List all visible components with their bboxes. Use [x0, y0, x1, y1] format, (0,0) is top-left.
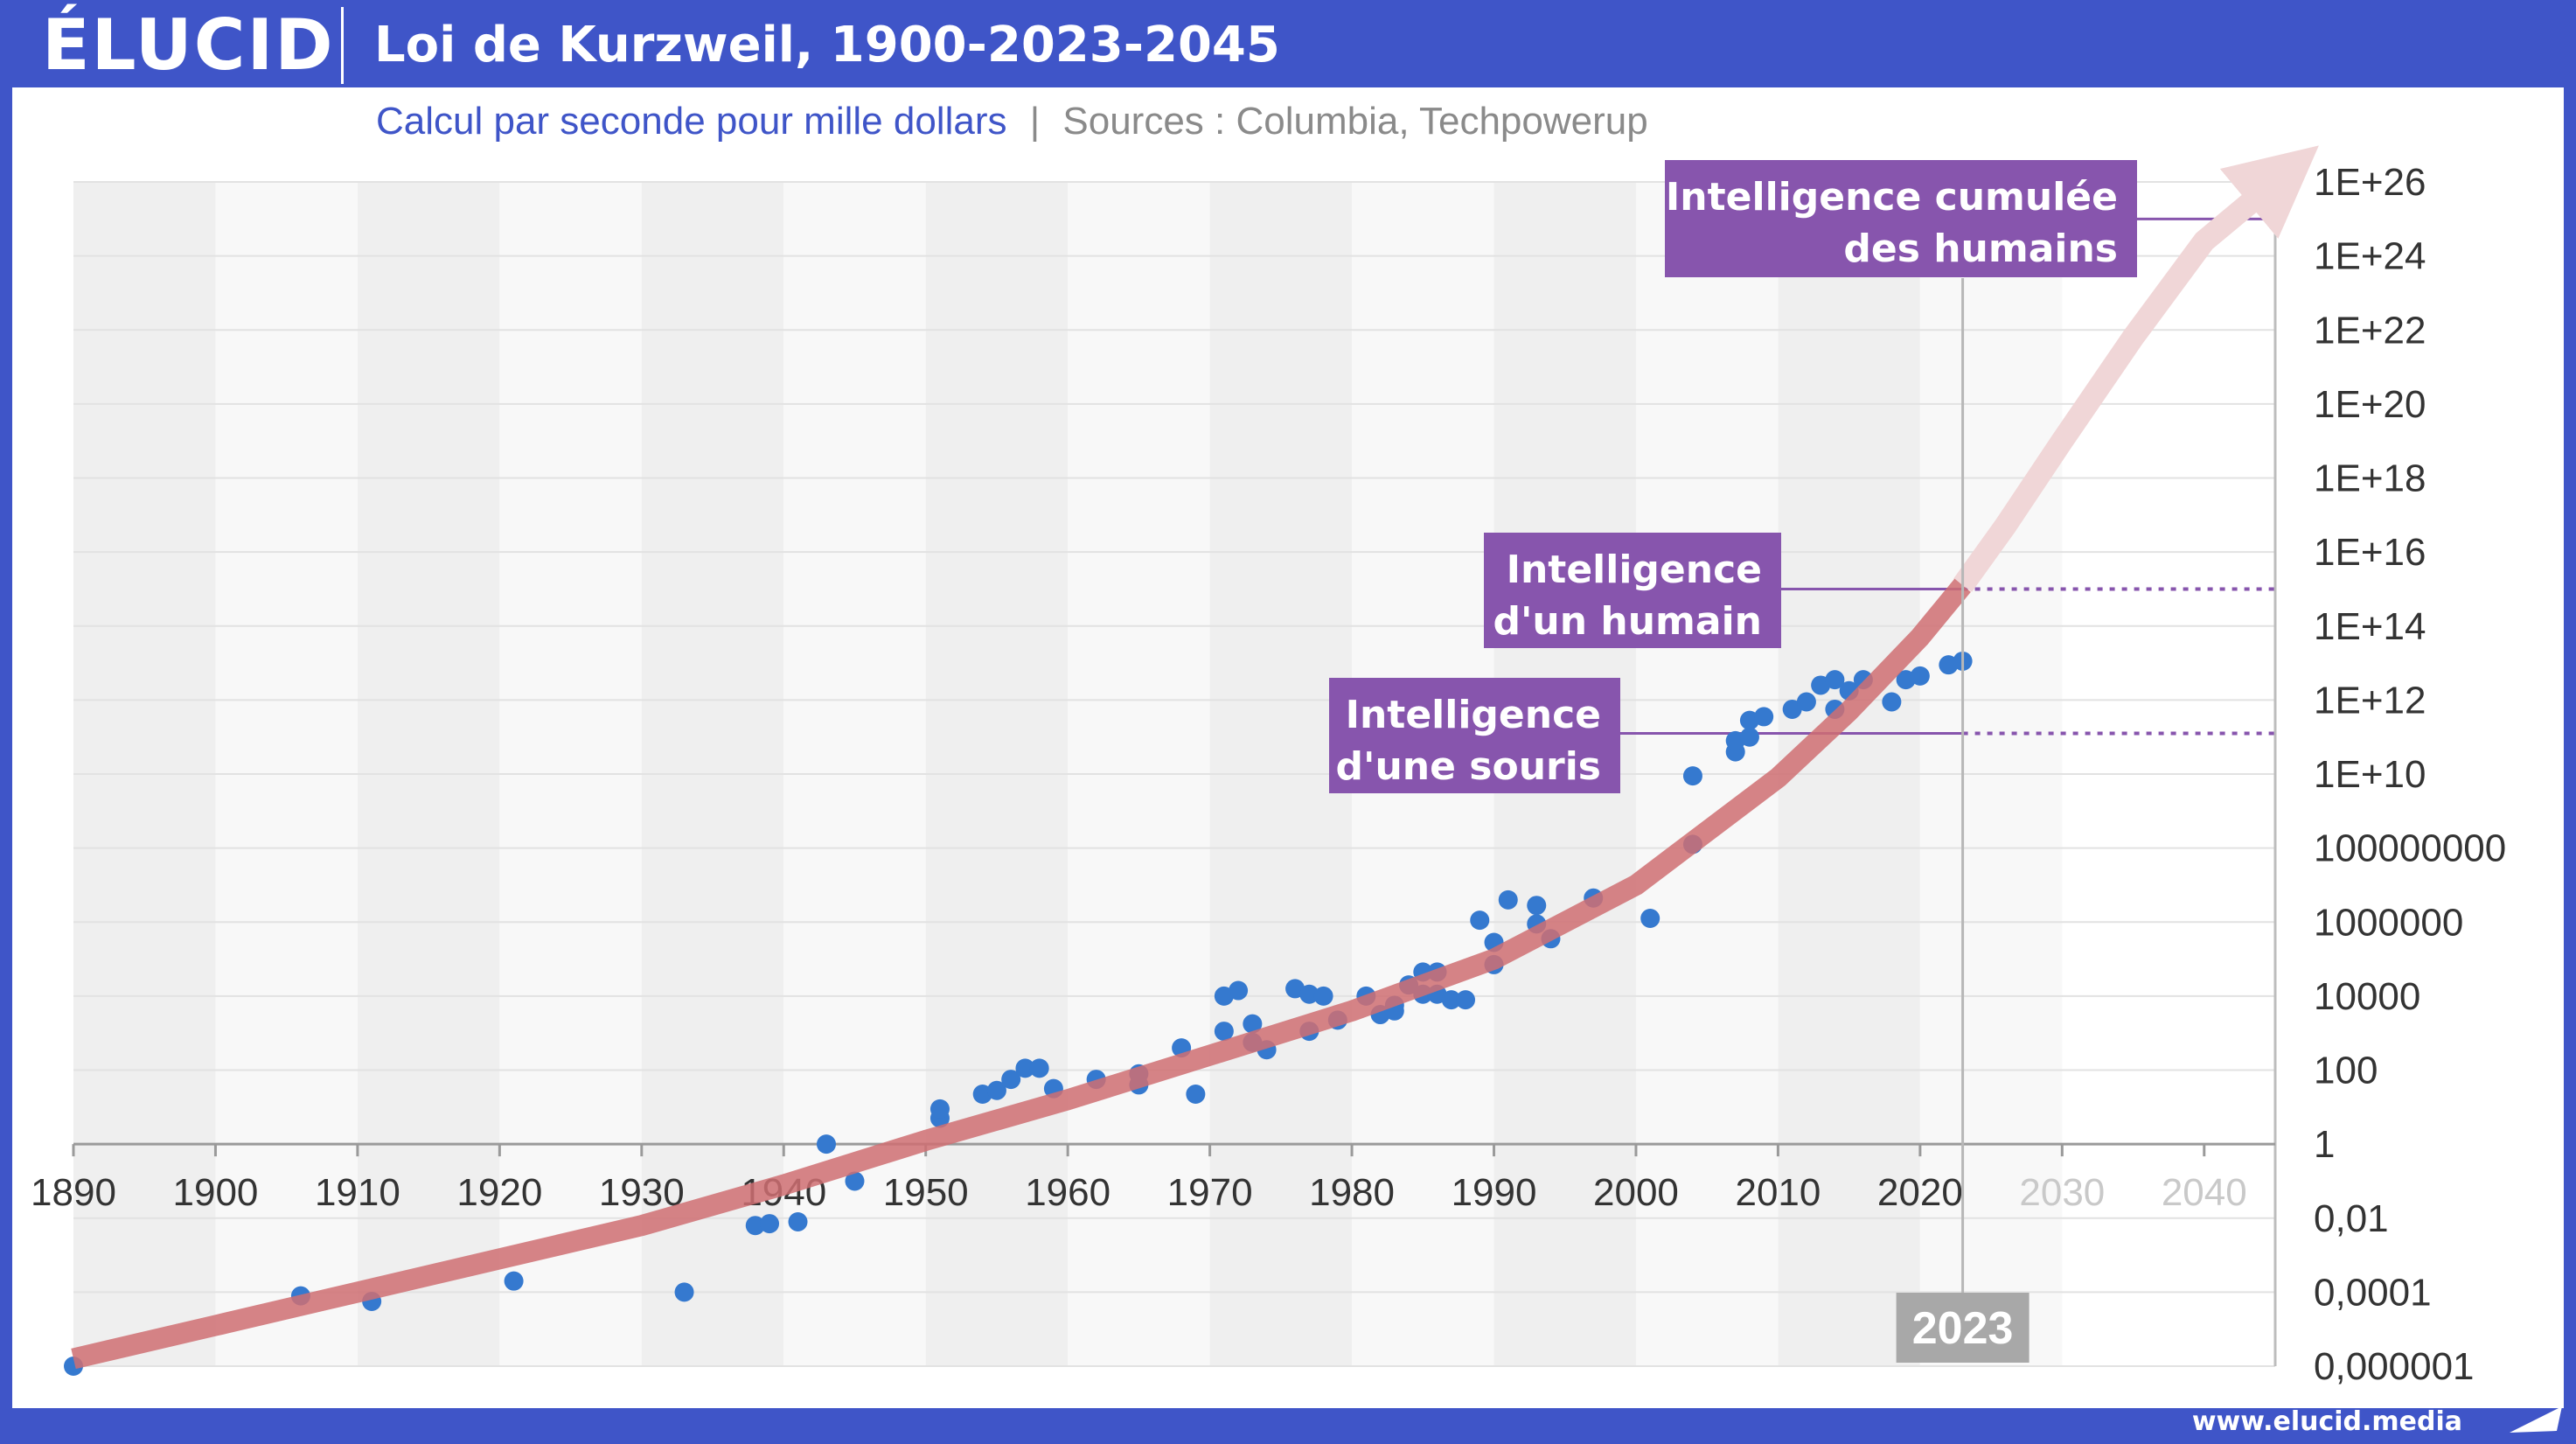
x-tick-label: 2000 — [1593, 1171, 1679, 1214]
data-point — [1527, 896, 1547, 916]
y-tick-label: 0,0001 — [2314, 1271, 2432, 1314]
trend-curve — [71, 578, 1971, 1370]
data-point — [1029, 1058, 1049, 1078]
data-point — [1739, 727, 1759, 747]
data-point — [1015, 1058, 1035, 1078]
page-title: Loi de Kurzweil, 1900-2023-2045 — [374, 17, 1280, 73]
trend-path — [71, 578, 1971, 1370]
data-point — [1796, 692, 1816, 712]
x-tick-label: 1990 — [1452, 1171, 1537, 1214]
x-tick-label: 1920 — [456, 1171, 542, 1214]
projection-path — [1953, 145, 2319, 592]
x-axis — [72, 1142, 2275, 1157]
data-point — [845, 1171, 865, 1191]
x-tick-label: 1900 — [173, 1171, 259, 1214]
y-tick-label: 100000000 — [2314, 827, 2506, 870]
data-point — [1910, 666, 1930, 686]
data-point — [1456, 990, 1476, 1010]
y-tick-label: 1E+24 — [2314, 235, 2426, 278]
y-tick-label: 1E+18 — [2314, 457, 2426, 500]
annotation-box-mouse — [1329, 678, 1620, 793]
y-tick-label: 1E+16 — [2314, 531, 2426, 574]
x-tick-label: 2010 — [1735, 1171, 1821, 1214]
data-point — [1498, 889, 1518, 910]
marker-badge — [1896, 1293, 2029, 1363]
data-point — [1640, 909, 1660, 929]
x-tick-label: 2040 — [2162, 1171, 2247, 1214]
data-point — [1782, 699, 1802, 719]
y-tick-label: 1E+22 — [2314, 309, 2426, 352]
annotation-boxes: Intelligence cumulée des humains Intellige… — [1329, 160, 2137, 793]
y-tick-label: 1E+20 — [2314, 383, 2426, 426]
annotation-text-line2: d'une souris — [1336, 744, 1602, 789]
chart-subtitle: Calcul par seconde pour mille dollars | … — [376, 96, 1648, 147]
annotation-lines — [1620, 217, 2275, 736]
annotation-box-human — [1484, 533, 1781, 648]
data-point — [1214, 1022, 1234, 1042]
x-tick-label: 1950 — [883, 1171, 969, 1214]
marker-label: 2023 — [1912, 1303, 2014, 1354]
annotation-box-humanity — [1665, 160, 2137, 277]
y-tick-label: 1 — [2314, 1123, 2335, 1166]
subtitle-separator: | — [1029, 100, 1041, 143]
annotation-text-line1: Intelligence cumulée — [1666, 175, 2118, 220]
x-axis-labels: 1890 1900 1910 1920 1930 1940 1950 1960 1970 1980… — [31, 1171, 2247, 1214]
y-tick-label: 1E+14 — [2314, 605, 2426, 648]
x-tick-label: 1980 — [1309, 1171, 1395, 1214]
data-point — [745, 1216, 765, 1236]
footer-url[interactable]: www.elucid.media — [2191, 1406, 2462, 1437]
projection-arrow — [1953, 145, 2319, 592]
y-tick-label: 0,01 — [2314, 1197, 2389, 1240]
data-point — [1470, 910, 1490, 931]
footer-arrow-icon — [2510, 1406, 2562, 1433]
x-tick-label: 1910 — [315, 1171, 400, 1214]
data-point — [504, 1271, 524, 1291]
x-tick-label: 2030 — [2019, 1171, 2105, 1214]
data-point — [1754, 707, 1774, 727]
year-marker: 2023 — [1896, 278, 2029, 1363]
annotation-text-line1: Intelligence — [1507, 548, 1762, 592]
data-point — [760, 1214, 780, 1234]
data-point — [929, 1099, 950, 1119]
elucid-logo[interactable]: ÉLUCID — [42, 4, 335, 86]
data-point — [1882, 692, 1902, 712]
data-point — [1186, 1085, 1206, 1105]
x-tick-label: 1970 — [1167, 1171, 1253, 1214]
subtitle-sources: Sources : Columbia, Techpowerup — [1062, 100, 1648, 143]
header-bar: ÉLUCID Loi de Kurzweil, 1900-2023-2045 — [0, 0, 2576, 87]
data-point — [1243, 1014, 1263, 1034]
y-tick-label: 1E+12 — [2314, 679, 2426, 722]
y-tick-label: 1E+10 — [2314, 753, 2426, 796]
data-point — [1682, 766, 1702, 786]
y-tick-label: 0,000001 — [2314, 1345, 2475, 1388]
y-tick-label: 100 — [2314, 1050, 2378, 1092]
data-point — [1299, 984, 1319, 1004]
x-tick-label: 2020 — [1877, 1171, 1963, 1214]
x-tick-label: 1960 — [1025, 1171, 1110, 1214]
annotation-text-line1: Intelligence — [1346, 693, 1601, 737]
y-tick-label: 10000 — [2314, 975, 2420, 1018]
data-points — [64, 651, 1973, 1376]
y-axis-labels: 1E+26 1E+24 1E+22 1E+20 1E+18 1E+16 1E+14 1E+12… — [2314, 161, 2506, 1388]
data-point — [1825, 670, 1845, 690]
data-point — [1229, 980, 1249, 1001]
data-point — [674, 1282, 694, 1302]
x-tick-label: 1890 — [31, 1171, 116, 1214]
data-point — [986, 1080, 1006, 1100]
y-tick-label: 1E+26 — [2314, 161, 2426, 204]
data-point — [816, 1134, 836, 1155]
data-point — [1001, 1070, 1021, 1090]
annotation-text-line2: des humains — [1843, 227, 2118, 271]
data-point — [1313, 986, 1333, 1006]
annotation-text-line2: d'un humain — [1493, 599, 1762, 644]
data-point — [1441, 990, 1461, 1010]
y-tick-label: 1000000 — [2314, 901, 2463, 944]
subtitle-main: Calcul par seconde pour mille dollars — [376, 100, 1007, 143]
header-separator — [341, 7, 344, 84]
data-point — [788, 1211, 808, 1231]
